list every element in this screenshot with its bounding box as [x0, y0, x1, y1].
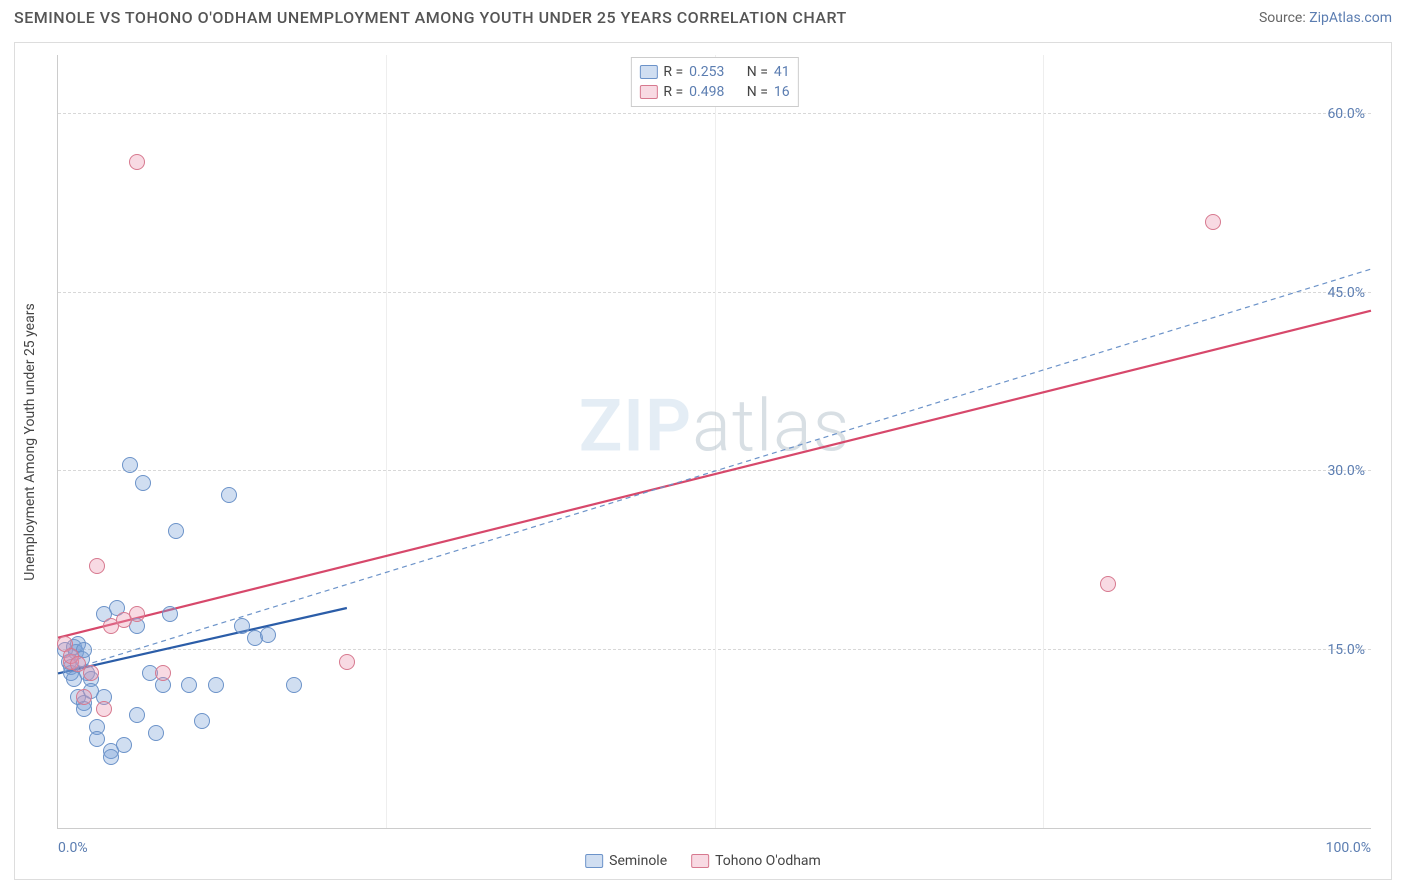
source-prefix: Source: [1259, 10, 1309, 26]
scatter-point [89, 558, 105, 574]
legend-row: R = 0.498 N = 16 [639, 82, 789, 102]
legend-r-value: 0.253 [689, 64, 724, 80]
scatter-point [96, 701, 112, 717]
scatter-point [168, 523, 184, 539]
source-link[interactable]: ZipAtlas.com [1309, 10, 1392, 26]
scatter-point [155, 665, 171, 681]
scatter-point [1100, 576, 1116, 592]
scatter-point [129, 707, 145, 723]
legend-swatch [691, 854, 709, 868]
y-tick-label: 30.0% [1327, 463, 1365, 479]
scatter-point [286, 677, 302, 693]
scatter-point [148, 725, 164, 741]
legend-n-value: 16 [774, 84, 790, 100]
legend-series-item: Tohono O'odham [691, 853, 821, 869]
y-axis-label: Unemployment Among Youth under 25 years [22, 303, 38, 580]
legend-correlation: R = 0.253 N = 41R = 0.498 N = 16 [630, 57, 798, 107]
legend-r-label: R = [663, 64, 683, 80]
legend-swatch [639, 65, 657, 79]
y-tick-label: 60.0% [1327, 106, 1365, 122]
x-tick-label: 100.0% [1326, 840, 1371, 856]
trend-lines-layer [58, 55, 1371, 828]
scatter-point [83, 665, 99, 681]
scatter-point [339, 654, 355, 670]
source-credit: Source: ZipAtlas.com [1259, 10, 1392, 26]
scatter-point [122, 457, 138, 473]
y-tick-label: 45.0% [1327, 285, 1365, 301]
scatter-point [260, 627, 276, 643]
legend-swatch [585, 854, 603, 868]
scatter-point [181, 677, 197, 693]
legend-series: Seminole Tohono O'odham [585, 853, 821, 869]
scatter-point [129, 606, 145, 622]
legend-series-item: Seminole [585, 853, 667, 869]
legend-swatch [639, 85, 657, 99]
legend-n-label: N = [747, 64, 768, 80]
legend-r-label: R = [663, 84, 683, 100]
scatter-point [135, 475, 151, 491]
scatter-point [234, 618, 250, 634]
x-tick-label: 0.0% [58, 840, 88, 856]
trend-line [58, 269, 1371, 673]
y-tick-label: 15.0% [1327, 642, 1365, 658]
plot-area: Unemployment Among Youth under 25 years … [57, 55, 1371, 829]
legend-n-label: N = [747, 84, 768, 100]
scatter-point [129, 154, 145, 170]
legend-r-value: 0.498 [689, 84, 724, 100]
scatter-point [76, 689, 92, 705]
page-title: SEMINOLE VS TOHONO O'ODHAM UNEMPLOYMENT … [14, 8, 847, 27]
scatter-point [116, 737, 132, 753]
trend-line [58, 311, 1371, 638]
scatter-point [194, 713, 210, 729]
scatter-point [162, 606, 178, 622]
legend-series-label: Tohono O'odham [715, 853, 821, 869]
scatter-point [221, 487, 237, 503]
scatter-point [103, 749, 119, 765]
legend-n-value: 41 [774, 64, 790, 80]
scatter-point [1205, 214, 1221, 230]
scatter-point [89, 731, 105, 747]
chart-container: Unemployment Among Youth under 25 years … [14, 42, 1392, 880]
legend-row: R = 0.253 N = 41 [639, 62, 789, 82]
legend-series-label: Seminole [609, 853, 667, 869]
scatter-point [208, 677, 224, 693]
